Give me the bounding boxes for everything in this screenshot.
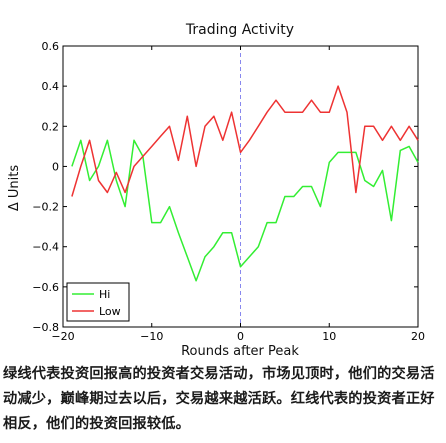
y-tick-label: 0.4 <box>42 80 60 93</box>
y-tick-label: 0 <box>52 160 59 173</box>
trading-activity-chart: Trading Activity Δ Units Rounds after Pe… <box>7 22 425 359</box>
y-axis-label: Δ Units <box>7 165 22 211</box>
legend-label-hi: Hi <box>99 288 110 301</box>
chart-title: Trading Activity <box>185 22 294 38</box>
plot-area: −20 −10 0 10 20 −0.8 −0.6 −0.4 −0.2 0 0.2 0.4 0.6 Hi L… <box>32 40 425 343</box>
x-tick-label: 10 <box>322 330 336 343</box>
y-tick-label: −0.6 <box>32 281 59 294</box>
x-axis-label: Rounds after Peak <box>181 344 299 359</box>
y-tick-label: −0.4 <box>32 241 59 254</box>
caption-text: 绿线代表投资回报高的投资者交易活动，市场见顶时，他们的交易活动减少，巅峰期过去以… <box>3 366 435 432</box>
y-tick-label: −0.2 <box>32 201 59 214</box>
legend-label-low: Low <box>99 305 121 318</box>
series-line-low <box>71 85 419 197</box>
x-tick-label: −10 <box>140 330 163 343</box>
legend-box <box>66 282 130 322</box>
y-tick-label: 0.6 <box>42 40 60 53</box>
series-line-hi <box>71 139 419 282</box>
x-tick-label: 0 <box>237 330 244 343</box>
y-tick-label: −0.8 <box>32 321 59 334</box>
x-tick-label: −20 <box>51 330 74 343</box>
x-tick-label: 20 <box>411 330 425 343</box>
y-tick-label: 0.2 <box>42 120 60 133</box>
